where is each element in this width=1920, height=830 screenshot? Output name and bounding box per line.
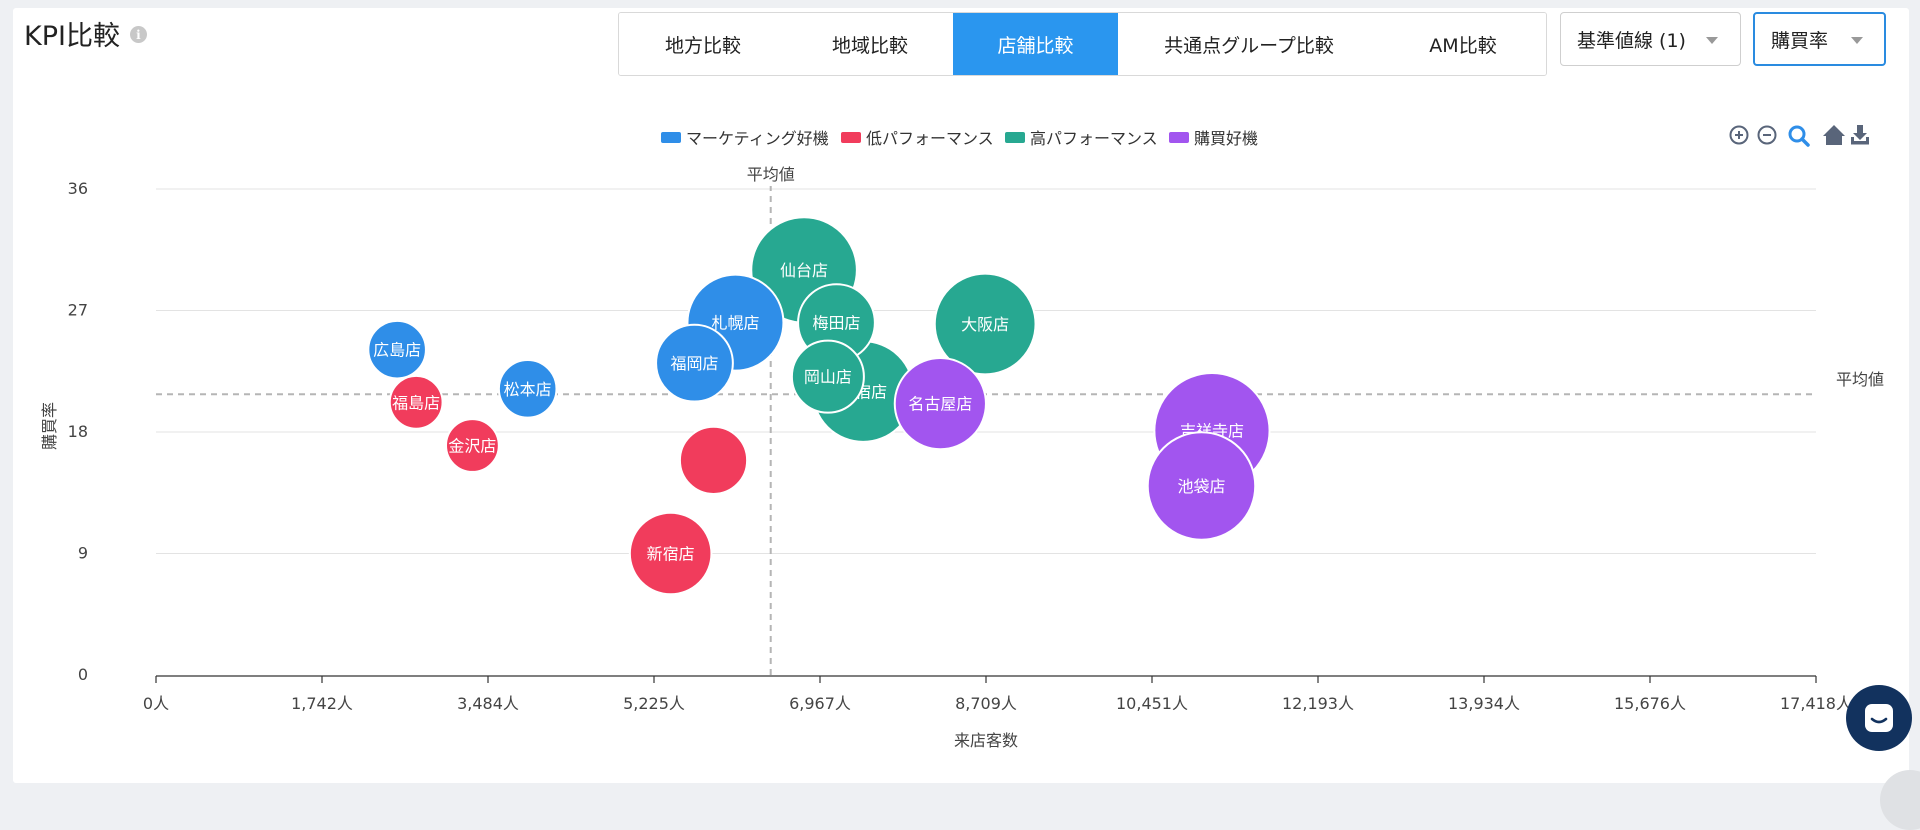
bubble-point[interactable] <box>933 272 1037 376</box>
magnifier-icon[interactable] <box>1788 125 1810 147</box>
page-title: KPI比較 i <box>24 14 147 53</box>
bubble-label: 梅田店 <box>812 314 860 333</box>
x-tick-label: 10,451人 <box>1116 694 1188 713</box>
bubble-label: 岡山店 <box>804 368 852 387</box>
x-tick-label: 5,225人 <box>623 694 685 713</box>
legend-swatch <box>1169 132 1190 143</box>
bubble-label: 福岡店 <box>670 354 718 373</box>
bubble-label: 新宿店 <box>647 545 695 564</box>
comparison-tabs: 地方比較 地域比較 店舗比較 共通点グループ比較 AM比較 <box>618 12 1547 76</box>
bubble-point[interactable] <box>628 511 713 596</box>
legend-swatch <box>1005 132 1025 143</box>
tab-am-comparison[interactable]: AM比較 <box>1380 13 1546 75</box>
metric-select[interactable]: 購買率 <box>1753 12 1886 66</box>
bubble-point[interactable] <box>893 357 987 451</box>
legend-item[interactable]: 低パフォーマンス <box>866 129 994 148</box>
y-average-label: 平均値 <box>1836 370 1884 389</box>
download-icon[interactable] <box>1851 125 1869 145</box>
x-tick-label: 15,676人 <box>1614 694 1686 713</box>
legend-item[interactable]: マーケティング好機 <box>686 129 829 148</box>
chat-widget-button[interactable] <box>1846 685 1912 751</box>
bubble-point[interactable] <box>445 418 500 473</box>
x-average-label: 平均値 <box>747 165 795 184</box>
bubble-label: 池袋店 <box>1177 477 1225 496</box>
bubble-label: 名古屋店 <box>908 395 972 414</box>
legend-item[interactable]: 購買好機 <box>1194 129 1258 148</box>
bubble-label: 札幌店 <box>711 314 759 333</box>
bubble-label: 福島店 <box>392 393 440 412</box>
page-title-text: KPI比較 <box>24 21 120 52</box>
legend-swatch <box>660 132 681 143</box>
x-tick-label: 17,418人 <box>1780 694 1852 713</box>
tab-area-comparison[interactable]: 地域比較 <box>787 13 953 75</box>
x-tick-label: 12,193人 <box>1282 694 1354 713</box>
chevron-down-icon <box>1706 37 1718 44</box>
chart-legend: マーケティング好機 低パフォーマンス 高パフォーマンス 購買好機 <box>660 129 1258 148</box>
bubble-layer: 吉祥寺店池袋店仙台店大阪店原宿店札幌店名古屋店新宿店福岡店梅田店岡山店広島店松本… <box>367 216 1271 596</box>
x-tick-label: 6,967人 <box>789 694 851 713</box>
chart-axes: 0 9 18 27 36 0人 1,742人 3,484人 5,225人 6,967人 8,709人… <box>68 179 1852 713</box>
info-icon[interactable]: i <box>129 26 147 43</box>
baseline-select-value: 基準値線 (1) <box>1577 29 1686 52</box>
chevron-down-icon <box>1851 37 1863 44</box>
tab-store-comparison[interactable]: 店舗比較 <box>953 13 1118 75</box>
x-tick-label: 3,484人 <box>457 694 519 713</box>
bubble-point[interactable] <box>367 319 427 380</box>
x-tick-label: 1,742人 <box>291 694 353 713</box>
metric-select-value: 購買率 <box>1771 29 1829 52</box>
bubble-label: 仙台店 <box>780 261 828 280</box>
x-axis-label: 来店客数 <box>954 731 1018 750</box>
x-tick-label: 8,709人 <box>955 694 1017 713</box>
bubble-point[interactable] <box>790 339 865 414</box>
bubble-point[interactable] <box>655 323 734 403</box>
bubble-point[interactable] <box>497 359 558 419</box>
y-tick-label: 9 <box>78 544 88 563</box>
y-axis-label: 購買率 <box>40 402 59 450</box>
x-tick-label: 13,934人 <box>1448 694 1520 713</box>
y-tick-label: 0 <box>78 665 88 684</box>
bubble-point[interactable] <box>1146 431 1257 541</box>
legend-item[interactable]: 高パフォーマンス <box>1030 129 1158 148</box>
bubble-point[interactable] <box>388 374 444 430</box>
bubble-point[interactable] <box>678 425 749 495</box>
tab-region-comparison[interactable]: 地方比較 <box>619 13 787 75</box>
tab-common-group-comparison[interactable]: 共通点グループ比較 <box>1118 13 1380 75</box>
bubble-label: 大阪店 <box>961 315 1009 334</box>
x-tick-label: 0人 <box>143 694 169 713</box>
chat-icon <box>1865 704 1893 732</box>
y-tick-label: 27 <box>68 301 88 320</box>
y-tick-label: 36 <box>68 179 88 198</box>
bubble-label: 広島店 <box>373 341 421 360</box>
baseline-select[interactable]: 基準値線 (1) <box>1560 12 1741 66</box>
bubble-label: 松本店 <box>504 380 552 399</box>
zoom-in-icon[interactable] <box>1729 125 1749 145</box>
home-icon[interactable] <box>1823 125 1845 145</box>
bubble-label: 金沢店 <box>448 437 496 456</box>
y-tick-label: 18 <box>68 422 88 441</box>
zoom-out-icon[interactable] <box>1757 125 1777 145</box>
legend-swatch <box>840 132 861 143</box>
